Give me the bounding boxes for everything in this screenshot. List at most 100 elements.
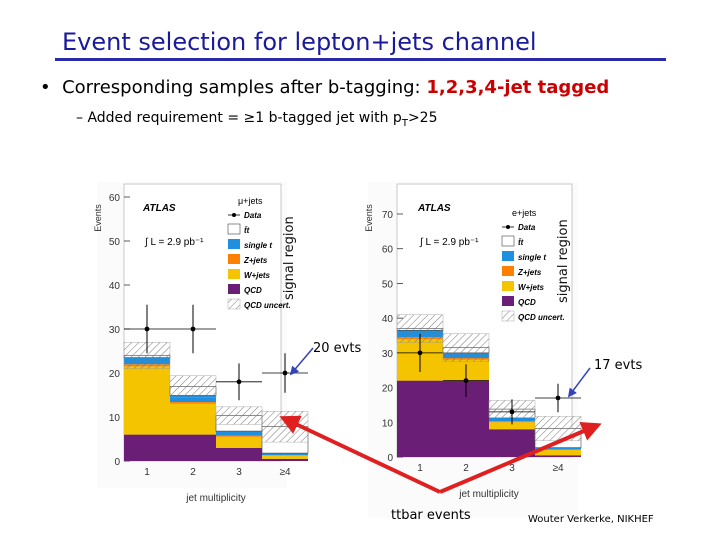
uncertainty-band <box>442 333 490 362</box>
data-point <box>555 395 561 401</box>
y-tick-label: 0 <box>114 457 120 468</box>
y-tick-label: 50 <box>382 279 394 290</box>
data-point <box>282 370 288 376</box>
bar-w+jets <box>170 403 216 435</box>
sub-bullet-subscript: T <box>401 117 408 129</box>
x-tick-label: 2 <box>463 463 469 474</box>
y-tick-label: 70 <box>382 210 394 221</box>
uncertainty-band <box>169 375 217 398</box>
bar-single-t <box>216 431 262 436</box>
y-tick-label: 60 <box>382 245 394 256</box>
right-plot-e-jets: 0 10 20 30 40 50 60 70 Events 1 2 3 ≥4 jet multiplici… <box>364 182 582 518</box>
ttbar-arrow-left <box>279 415 441 494</box>
atlas-label: ATLAS <box>417 203 451 214</box>
y-axis-label: Events <box>93 204 103 232</box>
bar-qcd <box>262 458 308 461</box>
legend-swatch-zjets <box>502 266 514 276</box>
bar-single-t <box>170 395 216 403</box>
sub-bullet-text: – Added requirement = ≥1 b-tagged jet wi… <box>76 110 402 126</box>
bar-z+jets <box>216 435 262 437</box>
data-point <box>144 326 150 332</box>
data-point <box>190 326 196 332</box>
bar-qcd <box>170 434 216 461</box>
legend-swatch-uncert <box>227 298 241 310</box>
bullet-highlight: 1,2,3,4-jet tagged <box>426 77 610 98</box>
uncertainty-band <box>215 406 263 425</box>
x-tick-label: 1 <box>144 467 150 478</box>
left-events-annotation: 20 evts <box>313 341 362 356</box>
bar-w+jets <box>489 422 535 430</box>
legend-label: single t <box>244 241 272 250</box>
x-axis-label: jet multiplicity <box>458 489 518 500</box>
bar-z+jets <box>535 449 581 451</box>
legend-swatch-qcd <box>228 284 240 294</box>
channel-label: μ+jets <box>238 196 263 206</box>
x-axis-label: jet multiplicity <box>185 493 245 504</box>
left-plot-mu-jets: 0 10 20 30 40 50 60 Events 1 2 3 ≥4 jet multiplicity… <box>93 182 309 504</box>
y-tick-label: 20 <box>382 384 394 395</box>
x-tick-label: 3 <box>509 463 515 474</box>
ttbar-events-label: ttbar events <box>391 508 471 523</box>
legend-label: QCD uncert. <box>518 313 565 322</box>
signal-region-label-right: signal region <box>556 219 571 303</box>
legend-swatch-ttbar <box>501 235 515 247</box>
legend-label: W+jets <box>518 283 545 292</box>
bullet-point: • Corresponding samples after b-tagging:… <box>40 77 609 98</box>
legend-label: Z+jets <box>517 268 542 277</box>
y-tick-label: 40 <box>382 314 394 325</box>
bar-w+jets <box>124 366 170 435</box>
y-tick-label: 10 <box>109 413 121 424</box>
right-events-annotation: 17 evts <box>594 358 643 373</box>
bar-w+jets <box>535 450 581 456</box>
y-tick-label: 0 <box>387 453 393 464</box>
evts-arrow-right <box>567 367 591 398</box>
luminosity-label: ∫ L = 2.9 pb⁻¹ <box>144 237 204 248</box>
x-tick-label: 2 <box>190 467 196 478</box>
x-tick-label: 3 <box>236 467 242 478</box>
sub-bullet-tail: >25 <box>407 110 438 126</box>
data-point <box>509 409 515 415</box>
y-tick-label: 50 <box>109 237 121 248</box>
y-tick-label: 40 <box>109 281 121 292</box>
legend-label: single t <box>518 253 546 262</box>
legend-label: QCD <box>244 286 262 295</box>
y-axis-label: Events <box>364 204 374 232</box>
bar-qcd <box>535 455 581 457</box>
ttbar-arrow-right <box>439 422 602 494</box>
legend-swatch-wjets <box>228 269 240 279</box>
luminosity-label: ∫ L = 2.9 pb⁻¹ <box>419 237 479 248</box>
y-tick-label: 30 <box>382 349 394 360</box>
legend-label: Data <box>518 223 536 232</box>
bar-w+jets <box>262 455 308 459</box>
author-credit: Wouter Verkerke, NIKHEF <box>528 514 654 525</box>
legend-marker-data-dot <box>232 213 236 217</box>
title-underline <box>55 58 666 61</box>
legend-label: W+jets <box>244 271 271 280</box>
bar-z+jets <box>170 402 216 404</box>
bar-qcd <box>489 429 535 457</box>
bullet-icon: • <box>40 77 63 98</box>
legend-swatch-zjets <box>228 254 240 264</box>
bar-qcd <box>216 447 262 461</box>
bar-qcd <box>397 380 443 457</box>
legend-marker-data-dot <box>506 225 510 229</box>
signal-region-label-left: signal region <box>282 216 297 300</box>
legend-label: Z+jets <box>243 256 268 265</box>
legend-label: QCD <box>518 298 536 307</box>
y-tick-label: 60 <box>109 193 121 204</box>
legend-swatch-single_t <box>228 239 240 249</box>
legend-swatch-uncert <box>501 310 515 322</box>
legend-swatch-single_t <box>502 251 514 261</box>
bar-single-t <box>535 447 581 450</box>
y-tick-label: 20 <box>109 369 121 380</box>
bar-single-t <box>262 453 308 456</box>
legend-label: t̄t <box>518 238 524 247</box>
data-point <box>236 379 242 385</box>
bar-w+jets <box>216 436 262 448</box>
evts-arrow-left <box>289 347 314 376</box>
legend-swatch-ttbar <box>227 223 241 235</box>
slide-title: Event selection for lepton+jets channel <box>62 28 537 56</box>
legend-swatch-wjets <box>502 281 514 291</box>
bar-qcd <box>124 434 170 461</box>
